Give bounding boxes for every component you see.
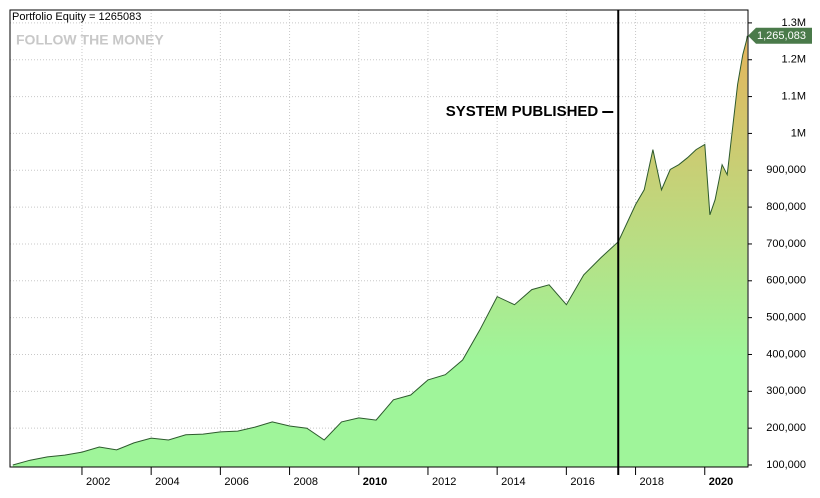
y-tick-label: 1M: [791, 127, 806, 139]
x-tick-label: 2018: [640, 476, 664, 488]
x-tick-label: 2012: [432, 476, 456, 488]
equity-area: [12, 35, 748, 468]
y-tick-label: 500,000: [766, 312, 806, 324]
y-tick-label: 700,000: [766, 238, 806, 250]
x-tick-label: 2014: [501, 476, 525, 488]
y-tick-label: 200,000: [766, 422, 806, 434]
y-tick-label: 100,000: [766, 459, 806, 471]
y-tick-label: 1.2M: [782, 54, 806, 66]
last-value-label: 1,265,083: [757, 30, 806, 42]
last-value-box: [748, 27, 812, 44]
x-tick-label: 2010: [363, 476, 387, 488]
y-tick-label: 600,000: [766, 275, 806, 287]
x-tick-label: 2004: [155, 476, 179, 488]
plot-frame: [9, 9, 749, 468]
x-tick-label: 2016: [570, 476, 594, 488]
chart-title: Portfolio Equity = 1265083: [12, 11, 141, 23]
x-tick-label: 2002: [86, 476, 110, 488]
y-tick-label: 800,000: [766, 201, 806, 213]
y-tick-label: 900,000: [766, 164, 806, 176]
watermark: FOLLOW THE MONEY: [16, 32, 164, 48]
annotation-label: SYSTEM PUBLISHED: [446, 103, 599, 120]
x-tick-label: 2008: [294, 476, 318, 488]
y-tick-label: 1.1M: [782, 90, 806, 102]
equity-line: [12, 35, 748, 466]
y-tick-label: 400,000: [766, 348, 806, 360]
y-tick-label: 300,000: [766, 385, 806, 397]
x-tick-label: 2006: [224, 476, 248, 488]
y-tick-label: 1.3M: [782, 17, 806, 29]
x-tick-label: 2020: [709, 476, 733, 488]
